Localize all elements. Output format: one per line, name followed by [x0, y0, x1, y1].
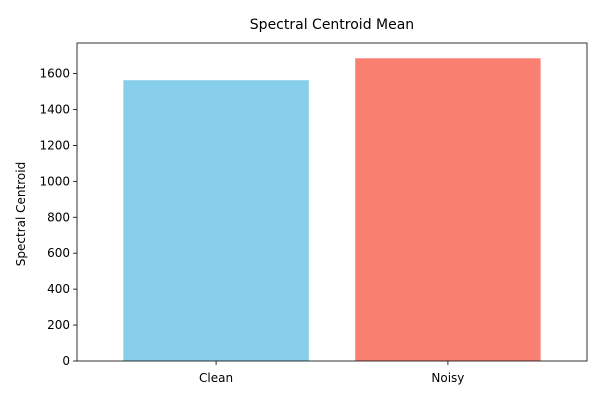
y-tick-label-1600: 1600 — [39, 67, 70, 81]
chart-title: Spectral Centroid Mean — [250, 17, 414, 33]
y-tick-label-800: 800 — [47, 210, 70, 224]
y-tick-label-200: 200 — [47, 318, 70, 332]
bar-noisy — [355, 58, 541, 362]
y-tick-label-0: 0 — [62, 354, 70, 368]
y-tick-label-1000: 1000 — [39, 174, 70, 188]
axes-frame — [76, 42, 588, 362]
bar-clean — [123, 80, 309, 362]
y-tick-label-400: 400 — [47, 282, 70, 296]
y-tick-label-600: 600 — [47, 246, 70, 260]
x-tick-label-noisy: Noisy — [431, 371, 464, 385]
plot-area: Clean Noisy 0 200 400 600 800 1000 1200 1400 1600 — [39, 42, 588, 385]
y-tick-label-1200: 1200 — [39, 138, 70, 152]
y-tick-label-1400: 1400 — [39, 102, 70, 116]
x-tick-label-clean: Clean — [199, 371, 233, 385]
y-axis-label: Spectral Centroid — [14, 162, 28, 266]
